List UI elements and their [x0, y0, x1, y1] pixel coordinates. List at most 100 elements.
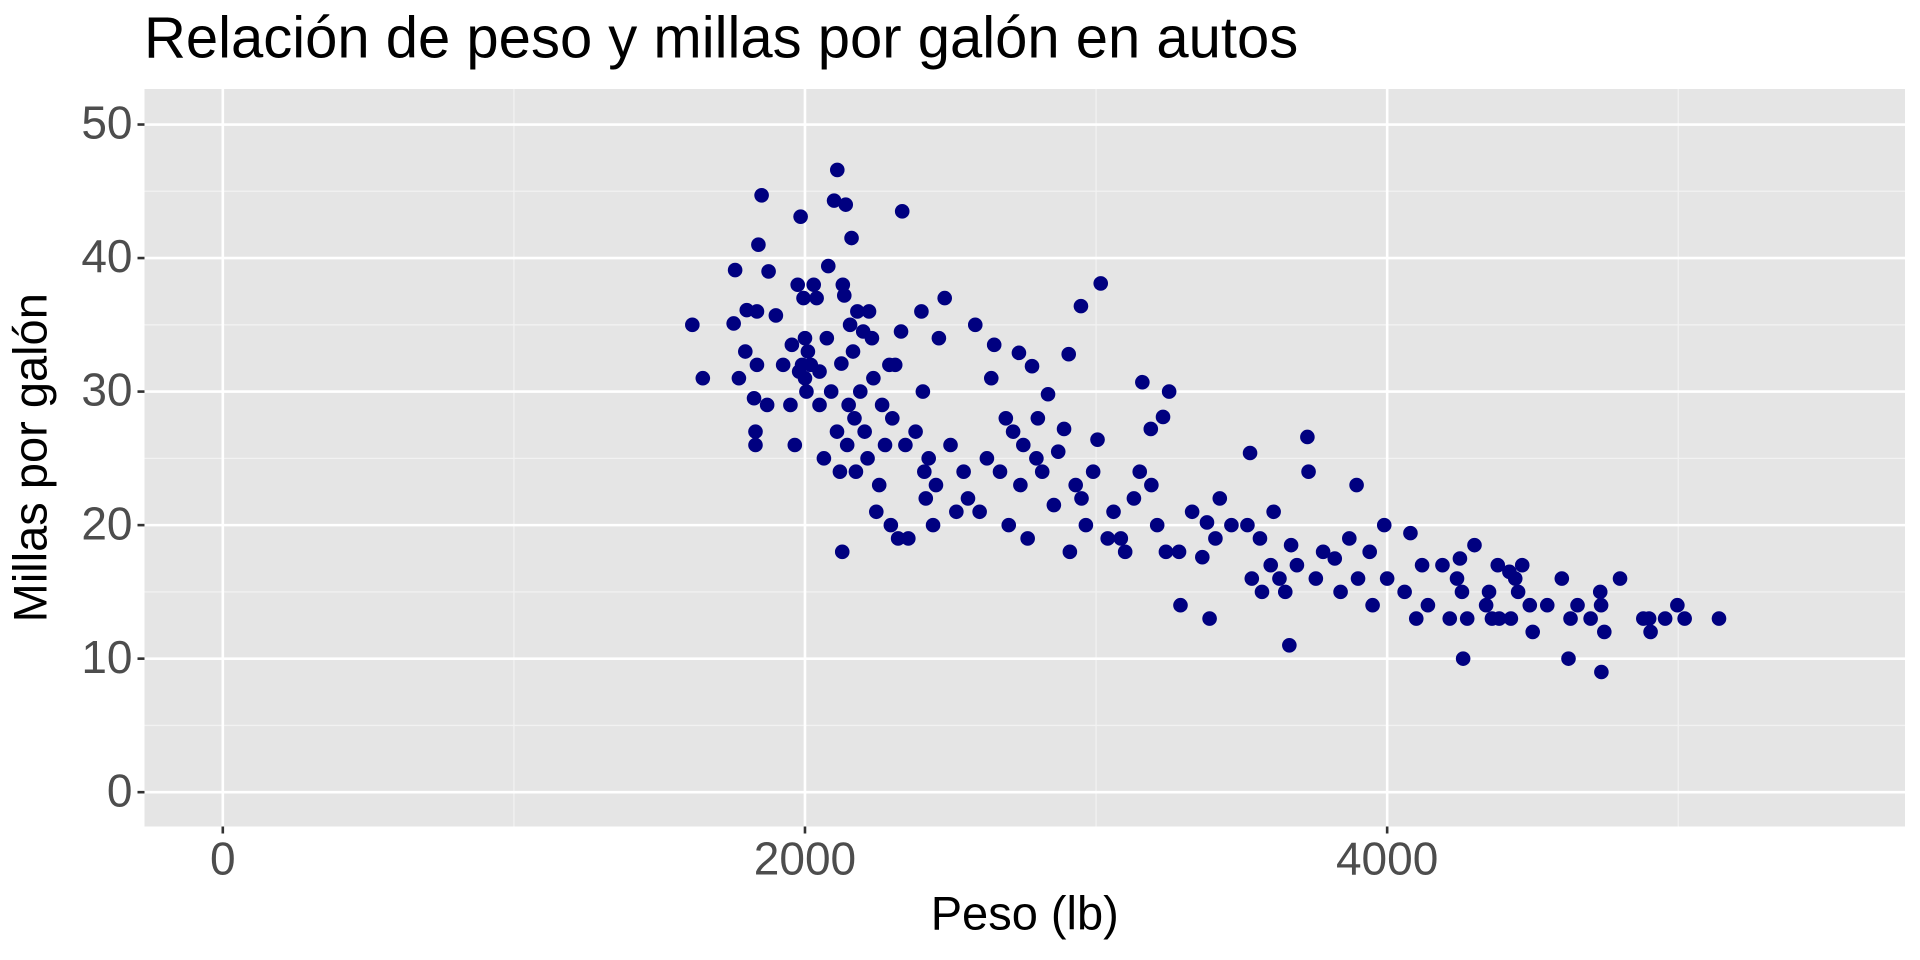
- point: [861, 304, 877, 319]
- point: [850, 304, 865, 319]
- point: [839, 437, 855, 453]
- point: [887, 357, 903, 373]
- point: [1061, 346, 1077, 362]
- point: [685, 317, 700, 333]
- point: [819, 330, 835, 346]
- point: [1362, 544, 1377, 560]
- point: [829, 162, 845, 178]
- point: [1254, 584, 1270, 600]
- point: [1113, 531, 1129, 546]
- point: [1277, 584, 1293, 600]
- point: [836, 288, 852, 303]
- point: [1117, 544, 1133, 560]
- point: [890, 531, 906, 546]
- point: [1365, 597, 1380, 613]
- point: [1403, 525, 1418, 541]
- point: [806, 277, 822, 293]
- point: [1641, 611, 1657, 626]
- point: [796, 290, 811, 306]
- point: [1040, 386, 1056, 402]
- point: [864, 330, 880, 346]
- point: [857, 424, 872, 439]
- point: [1212, 491, 1228, 506]
- point: [925, 517, 941, 533]
- point: [914, 304, 929, 319]
- point: [1135, 374, 1150, 390]
- point: [816, 451, 832, 466]
- point: [738, 344, 753, 359]
- point: [1062, 544, 1078, 560]
- point: [956, 464, 971, 480]
- point: [1020, 531, 1035, 546]
- x-tick-label: 4000: [1336, 833, 1438, 885]
- point: [749, 357, 765, 373]
- point: [1158, 544, 1174, 560]
- point: [1414, 557, 1430, 573]
- y-tick-label: 20: [81, 497, 132, 549]
- point: [1011, 345, 1027, 361]
- point: [784, 337, 800, 353]
- point: [1503, 611, 1519, 626]
- point: [727, 262, 743, 278]
- point: [1333, 584, 1348, 600]
- point: [1711, 611, 1727, 626]
- point: [823, 384, 839, 399]
- point: [1435, 557, 1450, 573]
- point: [894, 204, 910, 219]
- point: [799, 384, 814, 399]
- point: [852, 384, 868, 399]
- point: [1024, 358, 1040, 374]
- point: [847, 410, 862, 426]
- point: [790, 277, 806, 293]
- point: [949, 504, 964, 520]
- point: [1420, 597, 1436, 613]
- point: [841, 397, 856, 413]
- point: [1342, 531, 1357, 546]
- point: [748, 437, 763, 453]
- point: [1068, 477, 1083, 493]
- point: [1132, 464, 1148, 480]
- point: [1001, 517, 1017, 533]
- point: [1376, 517, 1392, 533]
- point: [928, 477, 944, 493]
- point: [877, 437, 893, 453]
- point: [1467, 537, 1482, 553]
- point: [871, 477, 887, 493]
- point: [761, 264, 776, 279]
- point: [1199, 515, 1215, 530]
- point: [1046, 497, 1062, 513]
- point: [1350, 571, 1366, 586]
- point: [1677, 611, 1692, 626]
- point: [749, 304, 765, 319]
- y-tick-label: 30: [81, 364, 132, 416]
- point: [1491, 611, 1507, 626]
- point: [983, 370, 999, 386]
- point: [1570, 597, 1585, 613]
- point: [921, 451, 936, 466]
- point: [1490, 557, 1506, 573]
- point: [834, 356, 849, 371]
- point: [866, 370, 881, 386]
- point: [1643, 624, 1658, 640]
- point: [1100, 531, 1116, 546]
- point: [848, 464, 864, 480]
- point: [1173, 597, 1188, 613]
- point: [1300, 429, 1315, 445]
- point: [1013, 477, 1028, 493]
- point: [1050, 444, 1066, 459]
- point: [787, 437, 803, 453]
- point: [1301, 464, 1316, 480]
- point: [1056, 421, 1072, 437]
- point: [1282, 637, 1297, 653]
- point: [960, 491, 976, 506]
- point: [1525, 624, 1540, 640]
- point: [1583, 611, 1598, 626]
- point: [1030, 410, 1046, 426]
- point: [1240, 517, 1255, 533]
- point: [1252, 531, 1268, 546]
- point: [838, 197, 854, 212]
- y-axis-title: Millas por galón: [3, 293, 56, 622]
- point: [812, 364, 827, 379]
- point: [834, 544, 850, 560]
